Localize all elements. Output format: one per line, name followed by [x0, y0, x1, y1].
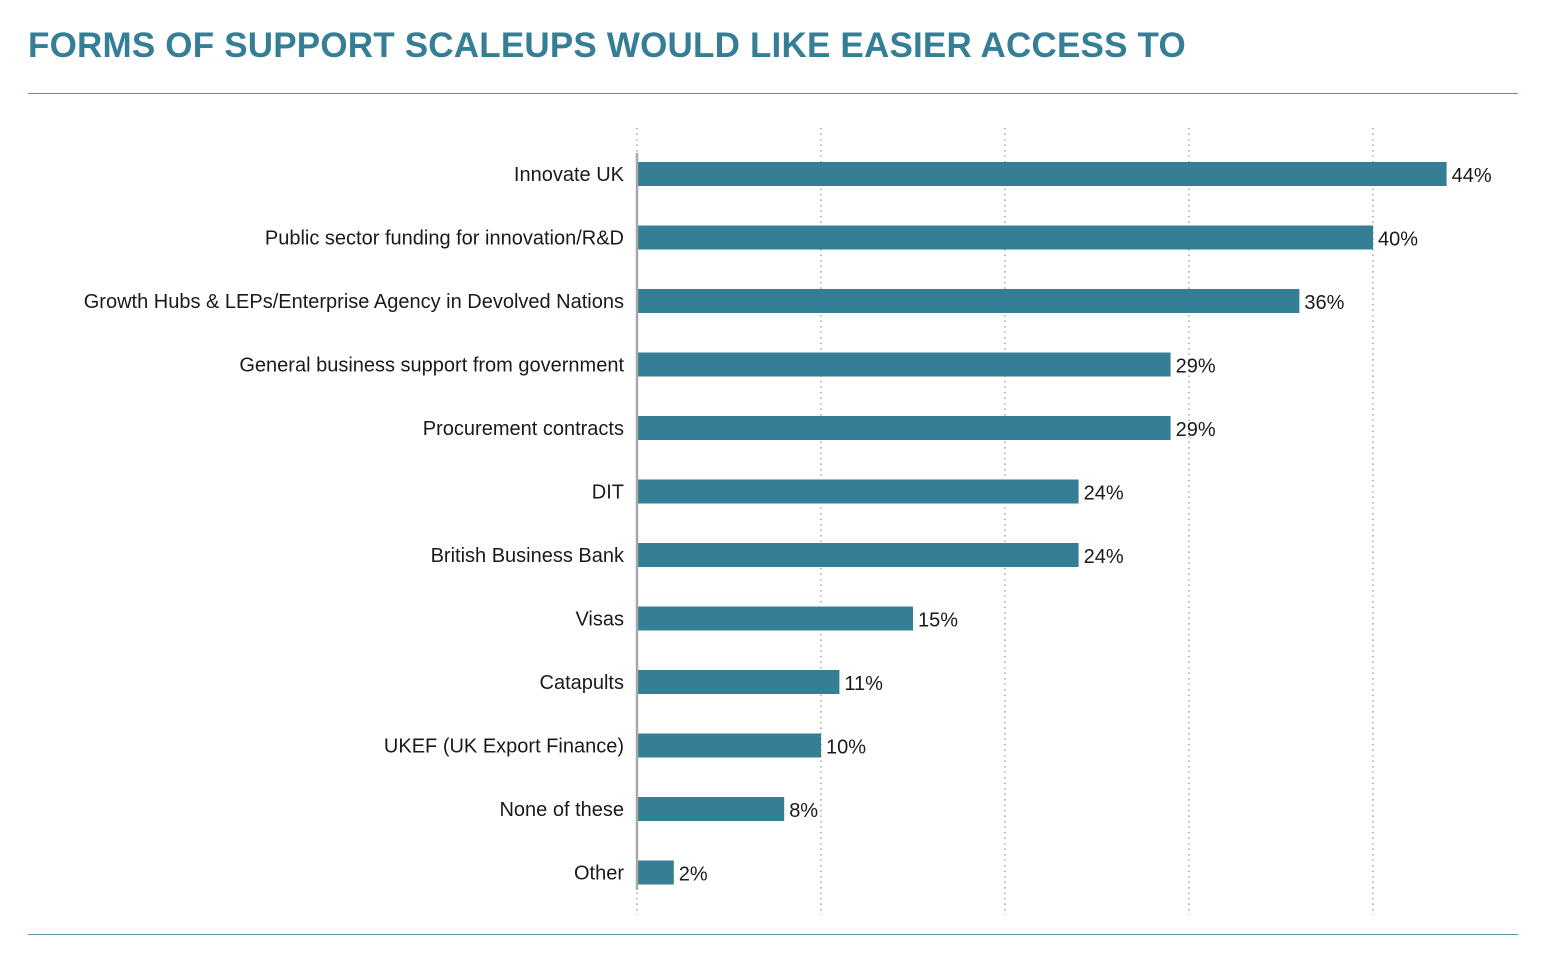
category-label: Growth Hubs & LEPs/Enterprise Agency in …	[84, 291, 624, 313]
category-label: Catapults	[540, 672, 625, 694]
category-label: Other	[574, 863, 624, 885]
category-label: Innovate UK	[514, 164, 625, 186]
bar	[637, 670, 840, 694]
bar	[637, 289, 1300, 313]
value-labels: 44% 40% 36% 29% 29% 24% 24% 15% 11% 10% 8% 2%	[679, 165, 1492, 886]
category-label: British Business Bank	[431, 545, 625, 567]
category-label: Procurement contracts	[423, 418, 624, 440]
category-label: None of these	[499, 799, 624, 821]
bottom-divider	[28, 934, 1518, 935]
category-label: UKEF (UK Export Finance)	[384, 736, 624, 758]
value-label: 24%	[1084, 483, 1124, 505]
category-label: General business support from government	[239, 355, 624, 377]
bar	[637, 860, 674, 885]
category-label: DIT	[592, 482, 624, 504]
bar	[637, 225, 1373, 250]
bar	[637, 543, 1079, 567]
value-label: 36%	[1304, 292, 1344, 314]
value-label: 8%	[789, 800, 818, 822]
title-divider	[28, 93, 1518, 94]
bar	[637, 733, 821, 758]
value-label: 2%	[679, 864, 708, 886]
chart-title: FORMS OF SUPPORT SCALEUPS WOULD LIKE EAS…	[28, 26, 1186, 65]
bar	[637, 606, 913, 631]
category-label: Public sector funding for innovation/R&D	[265, 228, 624, 250]
value-label: 15%	[918, 610, 958, 632]
category-labels: Innovate UK Public sector funding for inn…	[84, 164, 625, 885]
value-label: 10%	[826, 737, 866, 759]
category-label: Visas	[575, 609, 624, 631]
bars	[637, 162, 1447, 885]
bar	[637, 479, 1079, 504]
value-label: 40%	[1378, 229, 1418, 251]
value-label: 29%	[1176, 419, 1216, 441]
value-label: 24%	[1084, 546, 1124, 568]
bar	[637, 352, 1171, 377]
value-label: 11%	[844, 673, 883, 695]
value-label: 44%	[1452, 165, 1492, 187]
bar	[637, 416, 1171, 440]
bar	[637, 797, 785, 821]
value-label: 29%	[1176, 356, 1216, 378]
bar	[637, 162, 1447, 186]
